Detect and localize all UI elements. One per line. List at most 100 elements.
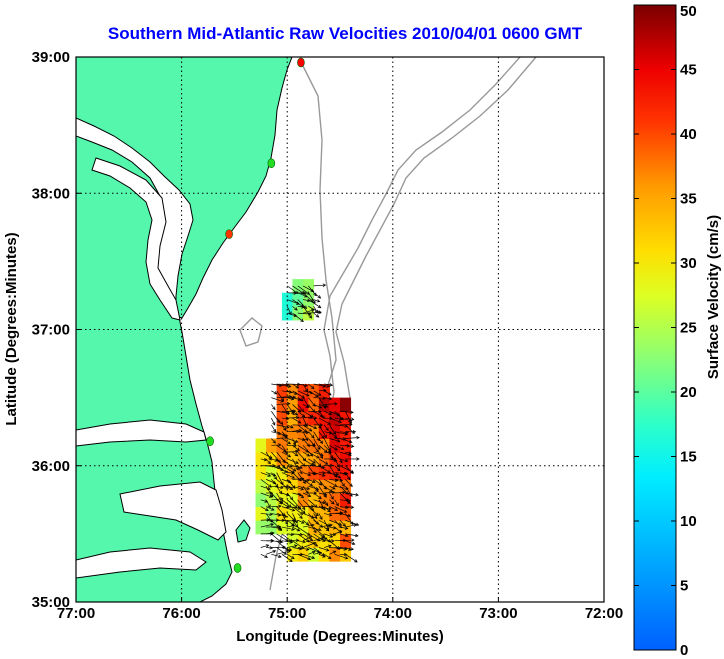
velocity-arrowhead: [321, 473, 326, 477]
velocity-arrowhead: [349, 493, 353, 497]
velocity-arrowhead: [311, 555, 316, 560]
velocity-arrowhead: [327, 508, 331, 513]
velocity-arrow: [286, 404, 295, 415]
velocity-arrowhead: [307, 472, 312, 477]
velocity-arrow: [297, 410, 306, 418]
velocity-arrow: [308, 285, 317, 296]
velocity-arrowhead: [268, 457, 272, 461]
velocity-arrow: [302, 306, 312, 319]
velocity-arrowhead: [283, 551, 287, 555]
velocity-arrow: [308, 479, 316, 483]
velocity-arrow: [292, 397, 301, 401]
velocity-arrow: [339, 533, 348, 537]
velocity-arrow: [281, 390, 292, 393]
velocity-arrowhead: [345, 486, 349, 491]
velocity-arrowhead: [294, 452, 299, 457]
velocity-arrowhead: [318, 405, 323, 409]
velocity-arrowhead: [347, 547, 352, 551]
velocity-arrow: [313, 479, 322, 486]
velocity-arrowhead: [329, 488, 333, 493]
velocity-arrowhead: [336, 439, 341, 443]
velocity-arrowhead: [341, 483, 345, 487]
velocity-arrow: [271, 383, 283, 387]
velocity-arrowhead: [304, 383, 309, 388]
velocity-arrow: [345, 479, 353, 487]
velocity-arrowhead: [289, 496, 294, 501]
velocity-arrow: [286, 285, 299, 294]
chart-title: Southern Mid-Atlantic Raw Velocities 201…: [108, 24, 583, 43]
velocity-arrow: [265, 486, 274, 497]
velocity-arrow: [308, 547, 321, 554]
velocity-arrowhead: [270, 522, 275, 527]
velocity-arrowhead: [269, 512, 273, 517]
velocity-arrowhead: [301, 506, 306, 511]
velocity-arrowhead: [354, 559, 358, 563]
velocity-arrowhead: [314, 543, 319, 547]
velocity-arrow: [292, 533, 303, 536]
velocity-arrow: [292, 451, 298, 457]
velocity-arrowhead: [308, 428, 313, 432]
velocity-arrowhead: [339, 478, 344, 482]
velocity-arrow: [286, 492, 293, 500]
velocity-arrow: [308, 533, 321, 542]
velocity-arrow: [329, 417, 342, 423]
velocity-arrow: [287, 292, 297, 294]
delmarva-peninsula: [76, 57, 293, 319]
pamlico-sound: [119, 481, 227, 541]
velocity-arrow: [265, 472, 276, 476]
velocity-arrow: [265, 506, 275, 511]
velocity-arrowhead: [287, 549, 292, 554]
velocity-arrow: [318, 479, 327, 490]
velocity-arrow: [292, 417, 301, 424]
velocity-arrowhead: [291, 522, 295, 526]
velocity-arrow: [313, 499, 326, 504]
x-tick-label: 76:00: [162, 605, 200, 622]
velocity-arrowhead: [344, 556, 349, 560]
velocity-arrow: [323, 390, 332, 396]
velocity-arrowhead: [333, 474, 338, 478]
velocity-arrow: [292, 285, 305, 295]
velocity-arrowhead: [284, 436, 289, 440]
velocity-arrow: [318, 499, 326, 511]
y-tick-label: 38:00: [32, 185, 70, 202]
velocity-arrowhead: [322, 283, 327, 287]
velocity-arrowhead: [285, 382, 290, 387]
velocity-cell: [255, 438, 267, 453]
velocity-arrowhead: [305, 478, 310, 483]
velocity-arrow: [344, 513, 354, 525]
velocity-arrowhead: [334, 447, 338, 451]
velocity-arrowhead: [307, 493, 312, 497]
velocity-arrowhead: [327, 555, 332, 559]
velocity-arrow: [292, 526, 300, 532]
x-tick-label: 73:00: [479, 605, 517, 622]
velocity-arrowhead: [342, 490, 346, 495]
velocity-arrowhead: [327, 421, 331, 425]
velocity-arrow: [287, 438, 298, 443]
velocity-arrow: [297, 533, 310, 543]
velocity-arrow: [308, 458, 316, 464]
velocity-arrow: [281, 547, 292, 551]
velocity-arrowhead: [288, 547, 293, 552]
velocity-arrowhead: [329, 383, 333, 387]
velocity-arrow: [318, 417, 331, 425]
velocity-arrow: [339, 431, 349, 434]
velocity-arrow: [287, 397, 294, 400]
velocity-arrow: [324, 383, 333, 386]
velocity-arrow: [308, 424, 317, 429]
velocity-arrowhead: [294, 505, 298, 509]
velocity-arrowhead: [340, 446, 345, 451]
colorbar-tick-label: 50: [680, 3, 697, 20]
velocity-arrow: [344, 411, 352, 424]
velocity-arrow: [329, 465, 337, 478]
velocity-arrow: [334, 547, 347, 550]
velocity-arrowhead: [291, 517, 296, 522]
velocity-arrow: [339, 513, 351, 517]
velocity-arrow: [297, 458, 306, 467]
velocity-arrowhead: [274, 458, 279, 462]
velocity-arrow: [318, 465, 331, 473]
velocity-arrow: [329, 438, 340, 442]
velocity-arrowhead: [273, 476, 278, 480]
velocity-arrowhead: [355, 493, 359, 497]
velocity-arrowhead: [318, 527, 322, 532]
velocity-arrowhead: [297, 505, 302, 510]
